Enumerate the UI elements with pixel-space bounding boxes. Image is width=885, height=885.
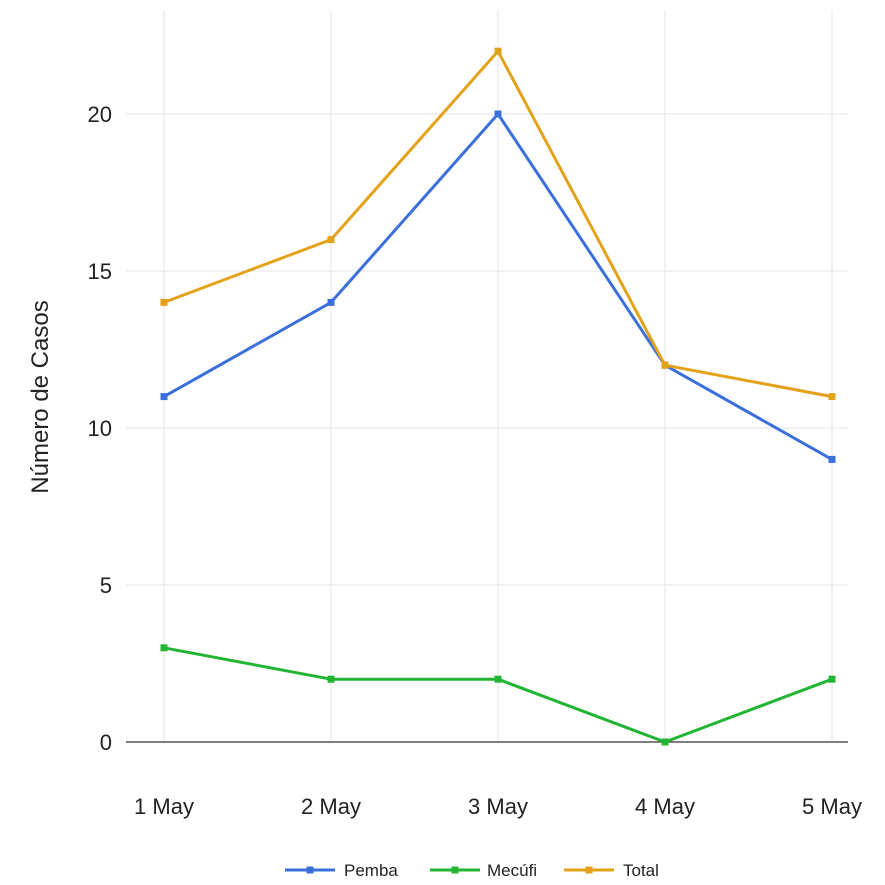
x-tick-label: 3 May — [468, 794, 528, 819]
legend-swatch-marker — [307, 867, 314, 874]
y-tick-label: 15 — [88, 259, 112, 284]
legend-label: Mecúfi — [487, 861, 537, 880]
data-point — [161, 299, 168, 306]
data-point — [662, 362, 669, 369]
x-tick-label: 4 May — [635, 794, 695, 819]
x-tick-label: 1 May — [134, 794, 194, 819]
legend: Pemba Mecúfi Total — [285, 861, 659, 880]
legend-item: Mecúfi — [430, 861, 537, 880]
axes: Número de Casos 0 5 10 15 20 1 May 2 May 3 May 4… — [27, 102, 862, 819]
legend-swatch-marker — [452, 867, 459, 874]
y-tick-label: 10 — [88, 416, 112, 441]
data-point — [328, 299, 335, 306]
data-point — [662, 739, 669, 746]
data-point — [829, 393, 836, 400]
legend-label: Pemba — [344, 861, 398, 880]
data-point — [495, 676, 502, 683]
legend-item: Total — [564, 861, 659, 880]
y-tick-label: 5 — [100, 573, 112, 598]
data-point — [328, 236, 335, 243]
x-tick-label: 5 May — [802, 794, 862, 819]
grid — [126, 10, 848, 742]
data-point — [495, 111, 502, 118]
data-point — [328, 676, 335, 683]
data-point — [161, 393, 168, 400]
data-point — [829, 676, 836, 683]
y-axis-title: Número de Casos — [27, 300, 54, 493]
data-point — [495, 48, 502, 55]
legend-item: Pemba — [285, 861, 398, 880]
legend-label: Total — [623, 861, 659, 880]
x-tick-label: 2 May — [301, 794, 361, 819]
y-tick-label: 0 — [100, 730, 112, 755]
data-point — [829, 456, 836, 463]
data-point — [161, 644, 168, 651]
y-tick-label: 20 — [88, 102, 112, 127]
legend-swatch-marker — [586, 867, 593, 874]
